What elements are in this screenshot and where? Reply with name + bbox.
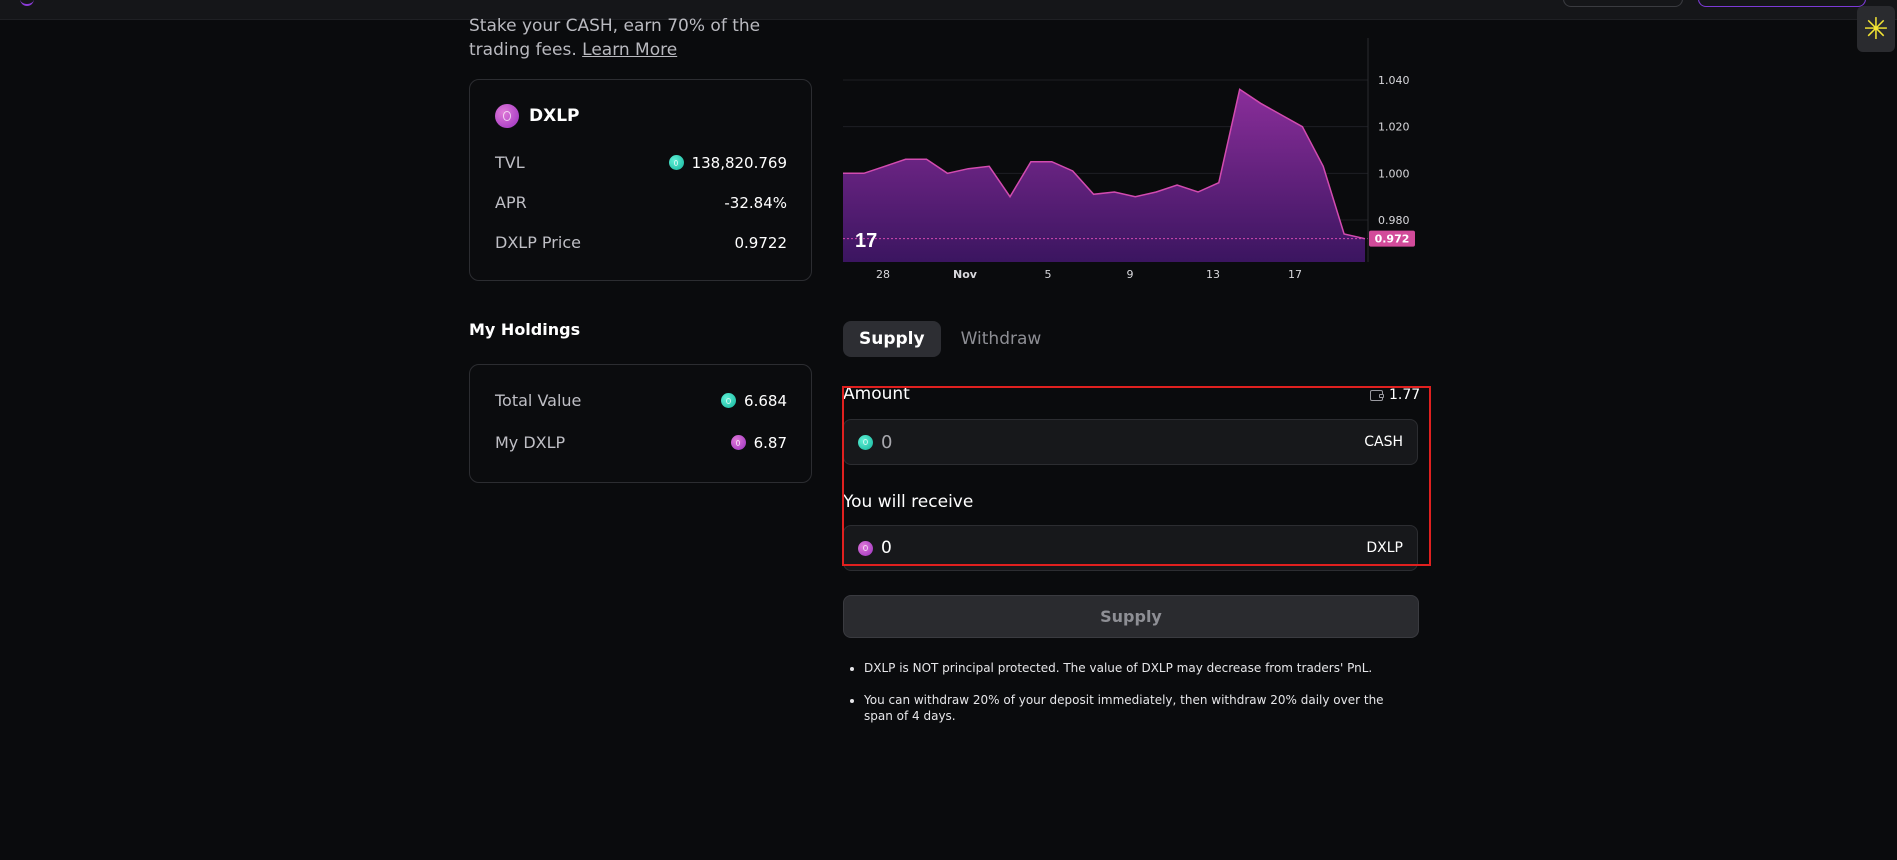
total-value-row: Total Value 6.684	[495, 391, 787, 410]
price-label: DXLP Price	[495, 233, 581, 252]
tvl-row: TVL 138,820.769	[495, 153, 787, 172]
intro-description: Stake your CASH, earn 70% of the trading…	[469, 16, 761, 60]
disclaimer-notes: DXLP is NOT principal protected. The val…	[846, 660, 1384, 740]
x-tick-label: 9	[1127, 268, 1134, 281]
x-tick-label: 28	[876, 268, 890, 281]
holdings-title: My Holdings	[469, 320, 581, 339]
learn-more-link[interactable]: Learn More	[582, 40, 678, 60]
amount-input[interactable]	[879, 430, 1365, 454]
supply-button[interactable]: Supply	[843, 595, 1419, 638]
note-principal: DXLP is NOT principal protected. The val…	[864, 660, 1384, 676]
my-dxlp-group: 6.87	[730, 433, 787, 452]
dxlp-token-icon	[495, 104, 519, 128]
last-price-badge: 0.972	[1369, 230, 1415, 247]
pool-header: DXLP	[495, 104, 580, 128]
apr-label: APR	[495, 193, 527, 212]
amount-label: Amount	[843, 384, 910, 404]
pool-stats-card: DXLP TVL 138,820.769 APR -32.84% DXLP Pr…	[469, 79, 812, 281]
header-secondary-button[interactable]	[1563, 0, 1683, 7]
apr-row: APR -32.84%	[495, 193, 787, 212]
price-row: DXLP Price 0.9722	[495, 233, 787, 252]
holdings-card: Total Value 6.684 My DXLP 6.87	[469, 364, 812, 483]
my-dxlp-row: My DXLP 6.87	[495, 433, 787, 452]
x-tick-label: 5	[1045, 268, 1052, 281]
pool-name: DXLP	[529, 106, 580, 126]
cash-token-icon	[668, 155, 684, 170]
y-tick-label: 1.020	[1378, 121, 1410, 134]
amount-input-box[interactable]: CASH	[843, 419, 1418, 465]
x-tick-label: 13	[1206, 268, 1220, 281]
note-withdrawal: You can withdraw 20% of your deposit imm…	[864, 692, 1384, 724]
svg-text:0.972: 0.972	[1375, 233, 1410, 246]
svg-text:17: 17	[855, 230, 877, 252]
balance-value: 1.77	[1389, 387, 1421, 403]
cash-token-icon	[721, 393, 737, 408]
price-value: 0.9722	[734, 233, 788, 252]
intro-text: Stake your CASH, earn 70% of the trading…	[469, 14, 814, 62]
receive-unit: DXLP	[1366, 540, 1403, 556]
wallet-balance[interactable]: 1.77	[1370, 387, 1420, 403]
amount-unit: CASH	[1364, 434, 1403, 450]
tvl-label: TVL	[495, 153, 525, 172]
x-tick-label: 17	[1288, 268, 1302, 281]
price-line	[843, 88, 1366, 240]
tab-withdraw[interactable]: Withdraw	[960, 329, 1042, 349]
app-logo[interactable]	[20, 0, 34, 6]
total-value: 6.684	[744, 391, 787, 410]
my-dxlp-label: My DXLP	[495, 433, 566, 452]
dxlp-token-icon	[730, 435, 746, 450]
receive-label: You will receive	[843, 492, 974, 512]
dxlp-price-chart[interactable]: 1.040 1.020 1.000 0.980 28 Nov 5 9 13 17 17 0.97…	[843, 38, 1423, 288]
my-dxlp-value: 6.87	[753, 433, 787, 452]
tradingview-logo: 17	[855, 230, 877, 252]
top-navigation-bar	[0, 0, 1897, 20]
y-tick-label: 1.000	[1378, 167, 1410, 180]
apr-value: -32.84%	[724, 193, 787, 212]
header-primary-button[interactable]	[1698, 0, 1866, 7]
receive-value: 0	[881, 538, 892, 558]
asterisk-icon[interactable]: ✳	[1857, 6, 1895, 52]
total-value-group: 6.684	[721, 392, 787, 410]
y-tick-label: 1.040	[1378, 74, 1410, 87]
tvl-value-group: 138,820.769	[668, 153, 787, 172]
tvl-value: 138,820.769	[691, 153, 787, 172]
dxlp-token-icon	[858, 540, 873, 556]
total-value-label: Total Value	[495, 391, 582, 410]
tab-supply[interactable]: Supply	[843, 321, 941, 357]
price-area	[843, 89, 1365, 262]
action-tabs: Supply Withdraw	[843, 321, 1057, 357]
cash-token-icon	[858, 434, 873, 450]
wallet-icon	[1370, 389, 1384, 401]
y-tick-label: 0.980	[1378, 214, 1410, 227]
receive-output-box: 0 DXLP	[843, 525, 1418, 571]
x-tick-label: Nov	[953, 268, 978, 281]
